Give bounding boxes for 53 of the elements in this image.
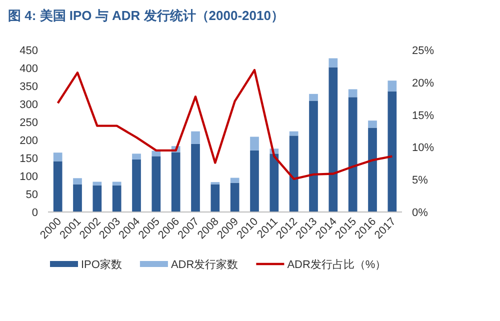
bar — [348, 89, 358, 98]
bar — [270, 154, 279, 212]
bar — [368, 128, 377, 212]
chart-title: 图 4: 美国 IPO 与 ADR 发行统计（2000-2010） — [8, 8, 284, 23]
bar — [230, 182, 240, 212]
line-series — [56, 68, 394, 180]
y-tick-label: 350 — [20, 81, 38, 93]
y2-tick-label: 0% — [412, 207, 428, 219]
y2-tick-label: 5% — [412, 174, 428, 187]
y2-tick-label: 20% — [412, 77, 434, 90]
bar — [328, 58, 338, 68]
bar — [348, 97, 358, 212]
y-tick-label: 200 — [20, 135, 38, 147]
legend-label: ADR发行家数 — [170, 258, 238, 271]
legend-label: ADR发行占比（%） — [287, 258, 386, 271]
bar — [53, 161, 62, 212]
bar — [388, 80, 397, 92]
legend-label: IPO家数 — [81, 258, 122, 271]
y-tick-label: 100 — [20, 171, 38, 183]
bar — [210, 184, 220, 212]
bar — [92, 185, 102, 212]
bar — [73, 184, 82, 212]
y2-tick-label: 10% — [412, 142, 434, 154]
bar — [132, 159, 141, 212]
bar — [289, 131, 298, 136]
bar — [112, 182, 122, 186]
bar — [309, 100, 318, 212]
y2-tick-label: 25% — [412, 45, 434, 57]
y-tick-label: 50 — [26, 189, 38, 201]
bar — [191, 144, 200, 212]
y2-tick-label: 15% — [412, 110, 434, 122]
bar — [230, 178, 240, 183]
bar — [250, 136, 259, 150]
bar — [53, 152, 62, 162]
bar — [368, 120, 377, 128]
bar — [191, 131, 200, 144]
bar — [388, 91, 397, 212]
y-tick-label: 250 — [20, 117, 38, 129]
bar — [112, 185, 122, 212]
y-tick-label: 400 — [20, 63, 38, 75]
y-tick-label: 150 — [20, 153, 38, 165]
bar — [250, 150, 259, 212]
bar — [92, 182, 102, 186]
bar — [152, 156, 161, 212]
bar — [328, 67, 338, 212]
bar — [171, 152, 180, 212]
y-tick-label: 450 — [20, 45, 38, 57]
bar — [309, 94, 318, 101]
y-tick-label: 300 — [20, 99, 38, 111]
y-tick-label: 0 — [32, 207, 38, 219]
bar — [73, 178, 82, 184]
bar — [132, 154, 141, 160]
bar — [289, 136, 298, 212]
